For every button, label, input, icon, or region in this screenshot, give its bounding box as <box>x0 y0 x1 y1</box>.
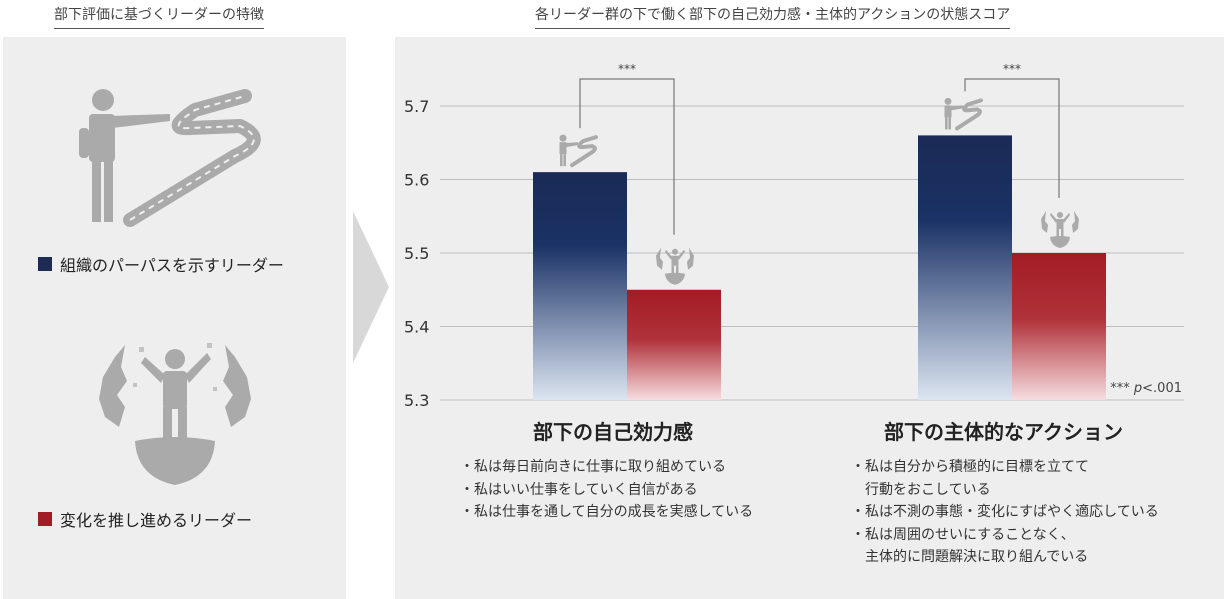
list-item: ・私は仕事を通して自分の成長を実感している <box>460 504 754 520</box>
proactive-action-items: ・私は自分から積極的に目標を立てて 行動をおこしている ・私は不測の事態・変化に… <box>851 456 1159 569</box>
y-tick-label: 5.5 <box>404 244 429 263</box>
legend-label-purpose: 組織のパーパスを示すリーダー <box>60 256 284 275</box>
right-arrow-icon <box>353 211 389 363</box>
list-item: 主体的に問題解決に取り組んでいる <box>851 549 1089 565</box>
list-item: ・私はいい仕事をしていく自信がある <box>460 481 698 498</box>
legend-item-change: 変化を推し進めるリーダー <box>38 507 252 531</box>
left-panel-title: 部下評価に基づくリーダーの特徴 <box>54 4 264 29</box>
list-item: ・私は毎日前向きに仕事に取り組めている <box>460 459 726 475</box>
leader-pointing-road-icon <box>942 95 983 132</box>
leader-pointing-road-icon <box>557 132 598 169</box>
bars <box>533 135 1106 400</box>
bar-purpose <box>533 172 627 400</box>
group-title-proactive-action: 部下の主体的なアクション <box>884 420 1123 444</box>
legend-swatch-change <box>38 512 52 526</box>
leader-pointing-road-icon <box>79 89 261 227</box>
significance-note: *** p<.001 <box>1110 381 1182 396</box>
group-title-self-efficacy: 部下の自己効力感 <box>533 420 693 444</box>
breaking-through-icon <box>1041 211 1079 248</box>
y-axis-ticks: 5.3 5.4 5.5 5.6 5.7 <box>404 97 429 410</box>
bar-change <box>1012 253 1106 400</box>
list-item: ・私は周囲のせいにすることなく、 <box>851 526 1075 543</box>
legend-swatch-purpose <box>38 257 52 271</box>
list-item: ・私は不測の事態・変化にすばやく適応している <box>851 504 1159 520</box>
significance-bracket <box>579 78 675 235</box>
significance-stars: *** <box>1003 62 1021 76</box>
self-efficacy-items: ・私は毎日前向きに仕事に取り組めている ・私はいい仕事をしていく自信がある ・私… <box>460 456 753 524</box>
list-item: ・私は自分から積極的に目標を立てて <box>851 459 1089 475</box>
breaking-through-icon <box>99 343 251 485</box>
list-item: 行動をおこしている <box>851 481 991 498</box>
y-tick-label: 5.3 <box>404 391 429 410</box>
right-panel-title: 各リーダー群の下で働く部下の自己効力感・主体的アクションの状態スコア <box>535 4 1011 29</box>
y-tick-label: 5.6 <box>404 171 429 190</box>
significance-brackets: *** *** <box>579 62 1060 235</box>
legend-label-change: 変化を推し進めるリーダー <box>60 511 253 530</box>
legend-item-purpose: 組織のパーパスを示すリーダー <box>38 252 284 276</box>
significance-bracket <box>964 78 1060 198</box>
significance-stars: *** <box>618 62 636 76</box>
bar-purpose <box>918 135 1012 400</box>
bar-change <box>627 289 721 400</box>
y-tick-label: 5.4 <box>404 318 429 337</box>
y-tick-label: 5.7 <box>404 97 429 116</box>
